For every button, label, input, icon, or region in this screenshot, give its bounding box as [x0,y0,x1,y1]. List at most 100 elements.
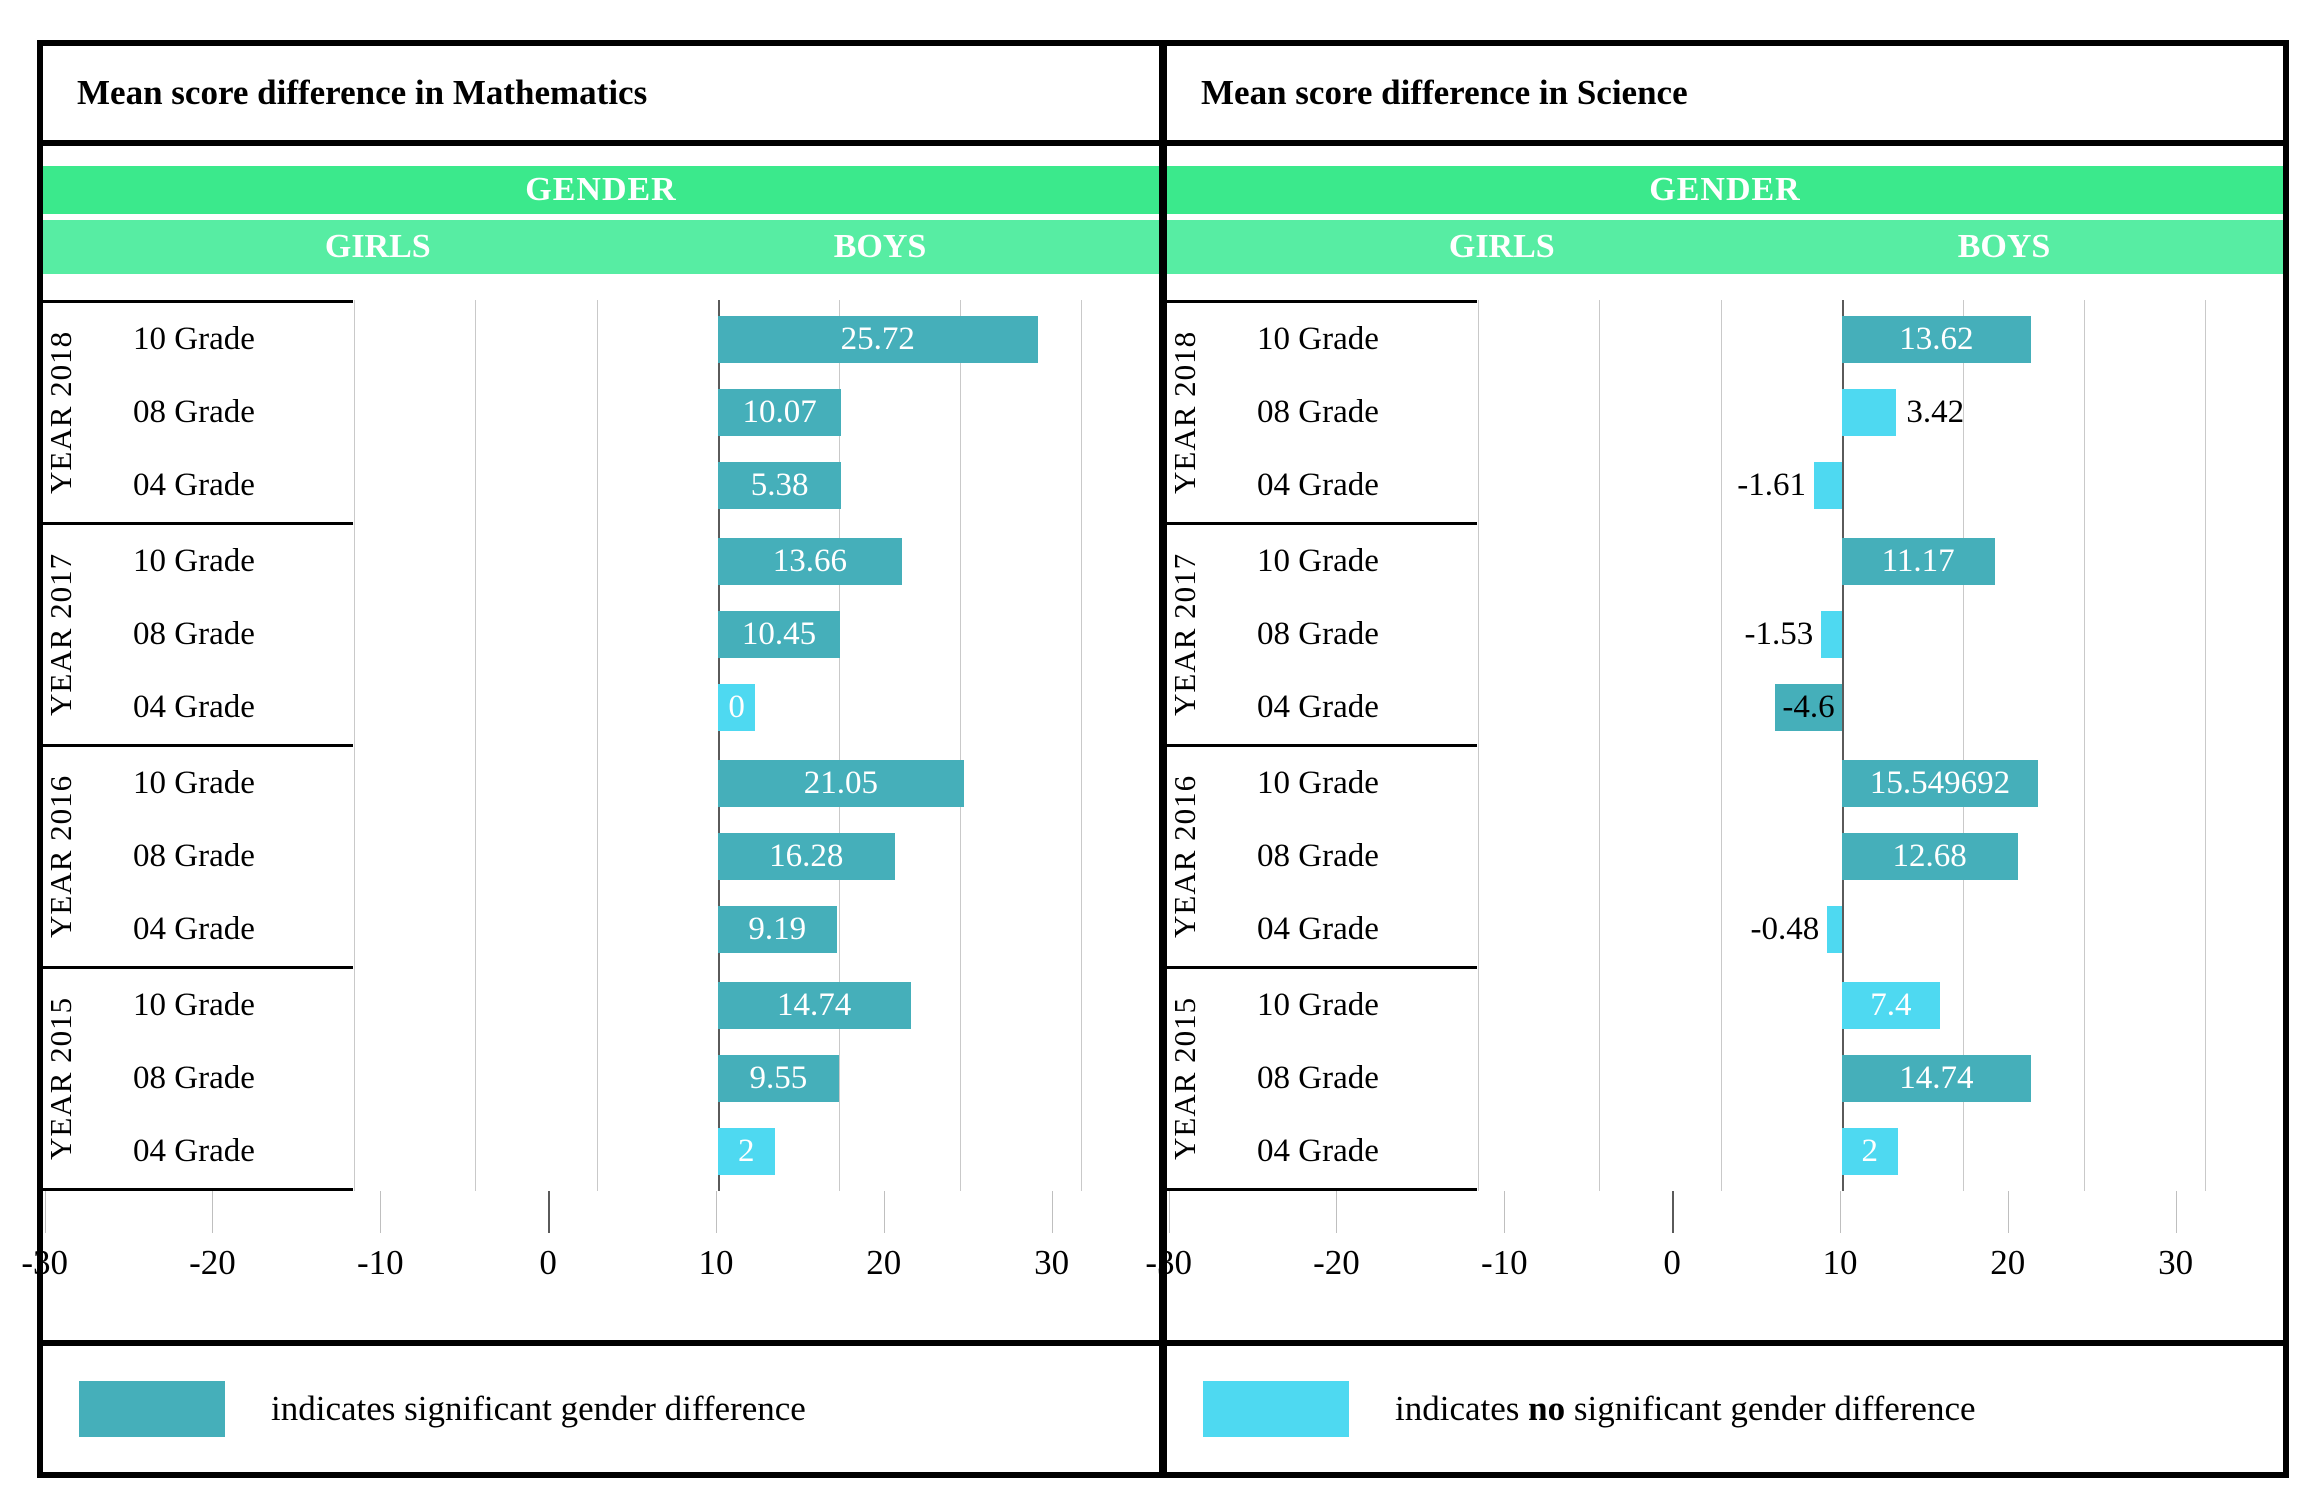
x-axis: -30 -20 -10 0 10 20 30 [21,1191,1159,1340]
year-group: YEAR 2016 10 Grade 08 Grade 04 Grade [1167,747,1477,969]
grade-label: 04 Grade [133,467,255,503]
bar-significant [1841,760,2039,807]
grade-label: 10 Grade [1257,765,1379,801]
legend-text-pre: indicates [1395,1389,1529,1428]
gridline [475,300,477,1191]
bar-value-label: 25.72 [840,321,915,357]
gender-header-band: GENDER [43,166,1159,214]
grade-label: 10 Grade [133,987,255,1023]
bar-not-significant [1841,389,1897,436]
legend-row: indicates significant gender difference … [43,1340,2283,1472]
year-group: YEAR 2018 10 Grade 08 Grade 04 Grade [1167,303,1477,525]
year-group: YEAR 2016 10 Grade 08 Grade 04 Grade [43,747,353,969]
bar-significant [717,462,842,509]
bar-value-label: 13.62 [1899,321,1974,357]
axis-tick-label: 30 [2158,1243,2194,1282]
year-label: YEAR 2016 [1167,774,1202,939]
grade-labels: 10 Grade 08 Grade 04 Grade [1229,969,1477,1188]
bar-value-label: 9.55 [749,1060,808,1096]
legend-not-significant: indicates no significant gender differen… [1167,1346,2283,1472]
bar-value-label: 21.05 [803,765,878,801]
title-row: Mean score difference in Mathematics Mea… [43,46,2283,146]
grade-labels: 10 Grade 08 Grade 04 Grade [1229,525,1477,744]
gridline [839,300,841,1191]
math-chart-title: Mean score difference in Mathematics [77,73,648,112]
grade-label: 08 Grade [133,838,255,874]
chart-body: YEAR 2018 10 Grade 08 Grade 04 Grade YEAR 20… [1167,300,2283,1191]
bar-not-significant [717,1128,775,1175]
bar-significant [717,760,964,807]
gridline [596,300,598,1191]
year-label: YEAR 2018 [1167,330,1202,495]
legend-text-post: significant gender difference [1565,1389,1976,1428]
legend-swatch-significant [79,1381,225,1437]
axis-tick-label: -20 [189,1243,236,1282]
grade-label: 10 Grade [1257,321,1379,357]
axis-tick-label: -20 [1313,1243,1360,1282]
math-title-cell: Mean score difference in Mathematics [43,46,1159,140]
legend-swatch-not-significant [1203,1381,1349,1437]
center-divider [1159,46,1167,140]
axis-tick [715,1191,717,1233]
grade-labels: 10 Grade 08 Grade 04 Grade [105,525,353,744]
bar-value-label: 2 [1861,1133,1878,1169]
bar-value-label: -1.53 [1744,616,1814,652]
axis-tick [44,1191,46,1233]
year-label: YEAR 2015 [43,996,78,1161]
gridline [1599,300,1601,1191]
grade-label: 08 Grade [133,1060,255,1096]
grade-label: 10 Grade [1257,987,1379,1023]
gridline [2205,300,2207,1191]
bar-significant [717,611,841,658]
bar-value-label: -4.6 [1782,689,1835,725]
year-grade-table: YEAR 2018 10 Grade 08 Grade 04 Grade YEAR 20… [1167,300,1477,1191]
bar-value-label: 9.19 [748,911,807,947]
zero-gridline [717,300,720,1191]
gender-header-band: GENDER [1167,166,2283,214]
axis-tick-label: 20 [866,1243,902,1282]
bar-value-label: 16.28 [769,838,844,874]
girls-header: GIRLS [1448,228,1555,265]
bar-not-significant [1841,1128,1898,1175]
grade-label: 10 Grade [1257,543,1379,579]
chart-body: YEAR 2018 10 Grade 08 Grade 04 Grade YEAR 20… [43,300,1159,1191]
bar-significant [717,982,911,1029]
axis-tick-label: 20 [1990,1243,2026,1282]
center-divider [1159,1346,1167,1472]
year-group: YEAR 2018 10 Grade 08 Grade 04 Grade [43,303,353,525]
axis-tick [2175,1191,2177,1233]
bar-not-significant [1841,982,1940,1029]
grade-label: 08 Grade [1257,394,1379,430]
bar-value-label: 14.74 [777,987,852,1023]
axis-tick [883,1191,885,1233]
gridline [1963,300,1965,1191]
x-axis: -30 -20 -10 0 10 20 30 [1145,1191,2283,1340]
plot-area: 13.62 3.42 -1.61 11.17 -1.53 -4.6 15.549692 12.… [1477,300,2283,1191]
grade-labels: 10 Grade 08 Grade 04 Grade [105,969,353,1188]
year-group: YEAR 2017 10 Grade 08 Grade 04 Grade [1167,525,1477,747]
math-chart: GENDER GIRLS BOYS YEAR 2018 10 Grade 08 Grade… [21,146,1159,1340]
bar-value-label: 5.38 [750,467,809,503]
axis-tick [1839,1191,1841,1233]
plot-area: 25.72 10.07 5.38 13.66 10.45 0 21.05 16.28 9.19 1… [353,300,1159,1191]
year-group: YEAR 2015 10 Grade 08 Grade 04 Grade [43,969,353,1191]
year-label: YEAR 2017 [43,552,78,717]
figure-border: Mean score difference in Mathematics Mea… [21,40,2289,1478]
gender-header-bands: GENDER GIRLS BOYS [43,166,1159,274]
axis-tick-label: -30 [1145,1243,1192,1282]
zero-gridline [1841,300,1844,1191]
grade-labels: 10 Grade 08 Grade 04 Grade [105,747,353,966]
bar-significant [1841,1055,2031,1102]
legend-text-significant: indicates significant gender difference [271,1389,806,1429]
bar-not-significant [717,684,756,731]
grade-label: 08 Grade [133,616,255,652]
axis-tick [548,1191,551,1233]
axis-tick [1504,1191,1506,1233]
legend-text-not-significant: indicates no significant gender differen… [1395,1389,1976,1429]
axis-tick-label: 0 [539,1243,557,1282]
bar-value-label: 14.74 [1899,1060,1974,1096]
bar-significant [717,1055,839,1102]
bar-significant [717,906,837,953]
boys-header: BOYS [1957,228,2051,265]
science-title-cell: Mean score difference in Science [1167,46,2283,140]
